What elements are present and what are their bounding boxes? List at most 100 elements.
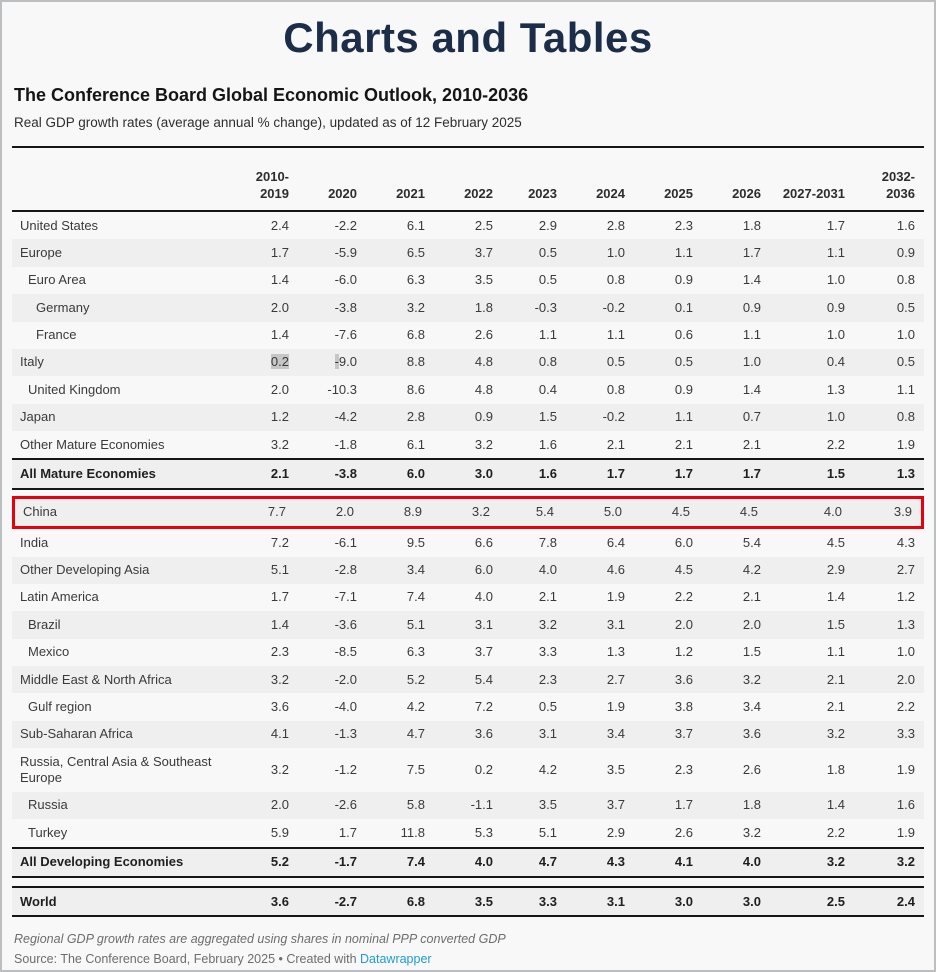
- row-label: United Kingdom: [28, 381, 121, 397]
- column-header-2021: 2021: [396, 185, 425, 201]
- value-cell: 0.9: [474, 409, 493, 425]
- value-cell: 0.9: [674, 381, 693, 397]
- value-cell: 0.5: [538, 244, 557, 260]
- row-highlight-box: China 7.7 2.0 8.9 3.2 5.4 5.0 4.5 4.5 4.0 3.9: [12, 495, 924, 530]
- content-area: Charts and Tables The Conference Board G…: [2, 14, 934, 966]
- value-cell: 2.1: [826, 671, 845, 687]
- source-line: Source: The Conference Board, February 2…: [14, 952, 922, 966]
- selection-highlight: -: [334, 354, 339, 370]
- value-cell: 2.6: [474, 327, 493, 343]
- value-cell: 1.1: [742, 327, 761, 343]
- value-cell: 0.2: [230, 349, 298, 376]
- table-row-united-states: United States 2.4 -2.2 6.1 2.5 2.9 2.8 2.3 1.8 1.…: [12, 212, 924, 239]
- table-row-italy: Italy 0.2 -9.0 8.8 4.8 0.8 0.5 0.5 1.0 0.4 0.5: [12, 348, 924, 377]
- value-cell: 5.1: [406, 616, 425, 632]
- value-cell: 4.5: [671, 504, 690, 520]
- value-cell: 3.0: [742, 893, 761, 909]
- value-cell: 1.1: [606, 327, 625, 343]
- value-cell: 4.5: [739, 504, 758, 520]
- value-cell: 1.8: [742, 217, 761, 233]
- value-cell: 1.0: [896, 327, 915, 343]
- value-cell: 1.5: [826, 465, 845, 481]
- table-row-japan: Japan 1.2 -4.2 2.8 0.9 1.5 -0.2 1.1 0.7 1.0 0.8: [12, 403, 924, 432]
- value-cell: 4.1: [270, 726, 289, 742]
- value-cell: -4.2: [334, 409, 357, 425]
- value-cell: 4.0: [823, 504, 842, 520]
- value-cell: 1.0: [742, 354, 761, 370]
- value-cell: 0.8: [538, 354, 557, 370]
- table-row-latin-america: Latin America 1.7 -7.1 7.4 4.0 2.1 1.9 2.2 2.1 1.…: [12, 584, 924, 611]
- value-cell: 2.8: [406, 409, 425, 425]
- value-cell: 1.7: [606, 465, 625, 481]
- value-cell: 1.5: [742, 644, 761, 660]
- value-cell: 9.5: [406, 534, 425, 550]
- value-cell: -2.6: [334, 797, 357, 813]
- value-cell: 4.8: [474, 381, 493, 397]
- value-cell: 2.9: [826, 562, 845, 578]
- value-cell: 4.0: [474, 589, 493, 605]
- row-label: France: [36, 327, 77, 343]
- value-cell: 1.4: [826, 797, 845, 813]
- row-label: Russia: [28, 797, 68, 813]
- row-label: Middle East & North Africa: [20, 671, 172, 687]
- value-cell: 2.7: [896, 562, 915, 578]
- value-cell: 1.7: [674, 797, 693, 813]
- value-cell: 6.1: [406, 217, 425, 233]
- value-cell: 2.1: [606, 436, 625, 452]
- value-cell: 11.8: [400, 824, 425, 840]
- value-cell: 4.6: [606, 562, 625, 578]
- value-cell: 0.9: [742, 299, 761, 315]
- value-cell: 3.2: [270, 436, 289, 452]
- value-cell: 1.7: [826, 217, 845, 233]
- value-cell: 5.2: [406, 671, 425, 687]
- value-cell: -6.1: [334, 534, 357, 550]
- value-cell: 1.2: [270, 409, 289, 425]
- value-cell: 4.3: [606, 854, 625, 870]
- value-cell: 2.9: [538, 217, 557, 233]
- chart-subtitle: Real GDP growth rates (average annual % …: [14, 115, 522, 131]
- value-cell: 3.9: [893, 504, 912, 520]
- value-cell: 3.5: [474, 893, 493, 909]
- value-cell: 1.4: [270, 616, 289, 632]
- table-row-all-developing-economies: All Developing Economies 5.2 -1.7 7.4 4.0 4.7…: [12, 846, 924, 879]
- value-cell: 3.2: [270, 671, 289, 687]
- value-cell: 6.8: [406, 327, 425, 343]
- row-label: Gulf region: [28, 698, 92, 714]
- table-row-euro-area: Euro Area 1.4 -6.0 6.3 3.5 0.5 0.8 0.9 1.4 1.0 0.8: [12, 267, 924, 294]
- value-cell: 3.7: [474, 644, 493, 660]
- value-cell: -4.0: [334, 698, 357, 714]
- table-row-sub-saharan-africa: Sub-Saharan Africa 4.1 -1.3 4.7 3.6 3.1 3.4 3.7…: [12, 720, 924, 749]
- value-cell: 1.4: [826, 589, 845, 605]
- value-cell: 4.2: [742, 562, 761, 578]
- row-label: All Mature Economies: [20, 465, 156, 481]
- value-cell: 4.7: [538, 854, 557, 870]
- value-cell: 2.8: [606, 217, 625, 233]
- value-cell: 4.1: [674, 854, 693, 870]
- table-row-all-mature-economies: All Mature Economies 2.1 -3.8 6.0 3.0 1.6 1.7 1…: [12, 458, 924, 490]
- table-row-france: France 1.4 -7.6 6.8 2.6 1.1 1.1 0.6 1.1 1.0 1.0: [12, 322, 924, 349]
- column-header-2020: 2020: [328, 185, 357, 201]
- row-label: Germany: [36, 299, 90, 315]
- row-label: Italy: [20, 354, 44, 370]
- value-cell: 7.4: [406, 589, 425, 605]
- value-cell: 6.4: [606, 534, 625, 550]
- column-header-2010-2019: 2010-2019: [255, 169, 289, 201]
- value-cell: 3.3: [896, 726, 915, 742]
- value-cell: 2.0: [270, 299, 289, 315]
- value-cell: 6.5: [406, 244, 425, 260]
- value-cell: 4.3: [896, 534, 915, 550]
- row-label: Latin America: [20, 589, 99, 605]
- value-cell: 2.5: [474, 217, 493, 233]
- value-cell: 0.5: [606, 354, 625, 370]
- value-cell: 7.8: [538, 534, 557, 550]
- value-cell: 0.5: [538, 272, 557, 288]
- datawrapper-link[interactable]: Datawrapper: [360, 952, 432, 967]
- value-cell: 1.1: [896, 381, 915, 397]
- value-cell: -1.3: [334, 726, 357, 742]
- value-cell: 1.7: [270, 244, 289, 260]
- value-cell: 1.6: [538, 465, 557, 481]
- value-cell: 5.3: [474, 824, 493, 840]
- value-cell: -9.0: [334, 354, 357, 370]
- value-cell: 7.2: [474, 698, 493, 714]
